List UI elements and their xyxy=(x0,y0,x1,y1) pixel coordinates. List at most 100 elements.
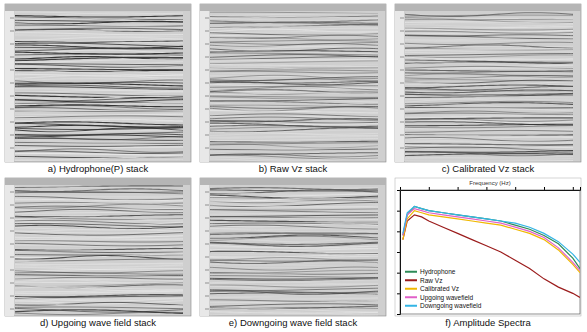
seismic-trace xyxy=(15,245,183,248)
seismic-trace xyxy=(210,17,378,18)
panel-ruler xyxy=(395,11,404,162)
seismic-trace xyxy=(210,20,378,23)
chart-background xyxy=(395,178,581,316)
seismic-trace xyxy=(405,147,573,151)
y-tick-mark xyxy=(397,231,400,232)
panel-header xyxy=(200,4,386,11)
seismic-trace xyxy=(210,291,378,295)
ruler-tick xyxy=(205,270,209,271)
seismic-trace xyxy=(15,196,183,200)
seismic-trace xyxy=(15,256,183,260)
seismic-trace xyxy=(405,53,573,55)
seismic-trace xyxy=(405,48,573,50)
seismic-trace xyxy=(405,137,573,141)
seismic-trace xyxy=(405,157,573,158)
seismic-trace xyxy=(210,262,378,266)
seismic-trace xyxy=(15,116,183,118)
x-tick-mark xyxy=(544,187,545,190)
panel-ruler xyxy=(200,11,209,162)
ruler-tick xyxy=(205,18,209,19)
seismic-trace xyxy=(210,187,378,189)
seismic-trace xyxy=(210,141,378,143)
seismic-trace xyxy=(405,132,573,133)
seismic-trace xyxy=(15,135,183,137)
seismic-trace xyxy=(15,229,183,231)
ruler-tick xyxy=(10,70,14,71)
seismic-trace xyxy=(210,243,378,246)
seismic-trace xyxy=(210,92,378,94)
seismic-trace xyxy=(210,109,378,112)
y-tick xyxy=(397,211,400,212)
y-tick-mark xyxy=(397,314,400,315)
seismic-trace xyxy=(210,312,378,315)
ruler-tick xyxy=(205,31,209,32)
seismic-trace xyxy=(405,55,573,58)
seismic-trace xyxy=(405,45,573,48)
seismic-trace xyxy=(210,213,378,215)
ruler-tick xyxy=(10,18,14,19)
seismic-trace xyxy=(405,122,573,125)
seismic-trace xyxy=(210,123,378,127)
y-tick-mark xyxy=(397,273,400,274)
ruler-tick xyxy=(10,122,14,123)
ruler-tick xyxy=(10,218,14,219)
seismic-trace xyxy=(210,159,378,161)
seismic-trace xyxy=(15,259,183,262)
seismic-trace xyxy=(210,103,378,107)
seismic-trace xyxy=(15,267,183,270)
ruler-tick xyxy=(10,148,14,149)
ruler-tick xyxy=(400,109,404,110)
seismic-trace xyxy=(405,154,573,156)
seismic-trace xyxy=(405,144,573,145)
seismic-trace xyxy=(405,15,573,16)
x-tick xyxy=(458,187,459,190)
seismic-trace xyxy=(210,188,378,190)
y-tick xyxy=(397,293,400,294)
ruler-tick xyxy=(10,44,14,45)
seismic-trace xyxy=(210,71,378,73)
seismic-trace xyxy=(15,154,183,156)
seismic-trace xyxy=(210,121,378,123)
seismic-trace xyxy=(210,233,378,234)
panel-caption: d) Upgoing wave field stack xyxy=(40,317,156,328)
seismic-trace xyxy=(15,206,183,209)
seismic-trace xyxy=(15,140,183,143)
seismic-trace xyxy=(405,18,573,19)
ruler-tick xyxy=(400,96,404,97)
seismic-trace xyxy=(405,129,573,130)
ruler-tick xyxy=(10,244,14,245)
seismic-trace xyxy=(15,26,183,28)
ruler-tick xyxy=(10,57,14,58)
seismic-trace xyxy=(210,67,378,70)
y-tick xyxy=(397,314,400,315)
seismic-trace xyxy=(210,217,378,218)
seismic-trace xyxy=(210,70,378,71)
seismic-trace xyxy=(15,201,183,202)
seismic-trace xyxy=(15,45,183,48)
spectrum-line xyxy=(403,207,580,263)
panel-background xyxy=(200,178,386,316)
ruler-tick xyxy=(10,31,14,32)
panel-header xyxy=(395,4,581,11)
ruler-tick xyxy=(10,309,14,310)
x-tick xyxy=(486,187,487,190)
spectrum-line xyxy=(403,209,580,271)
seismic-trace xyxy=(210,225,378,229)
ruler-tick xyxy=(10,283,14,284)
x-tick xyxy=(515,187,516,190)
seismic-trace xyxy=(15,248,183,250)
seismic-trace xyxy=(210,73,378,76)
seismic-trace xyxy=(210,79,378,81)
seismic-panel xyxy=(5,178,191,316)
seismic-trace xyxy=(405,128,573,130)
seismic-trace xyxy=(15,75,183,79)
seismic-trace xyxy=(210,232,378,234)
panel-caption: c) Calibrated Vz stack xyxy=(442,163,535,174)
seismic-trace xyxy=(210,93,378,95)
seismic-trace xyxy=(15,273,183,275)
seismic-trace xyxy=(15,189,183,192)
ruler-tick xyxy=(205,122,209,123)
seismic-trace xyxy=(405,49,573,51)
seismic-trace xyxy=(15,192,183,194)
y-tick-mark xyxy=(397,190,400,191)
